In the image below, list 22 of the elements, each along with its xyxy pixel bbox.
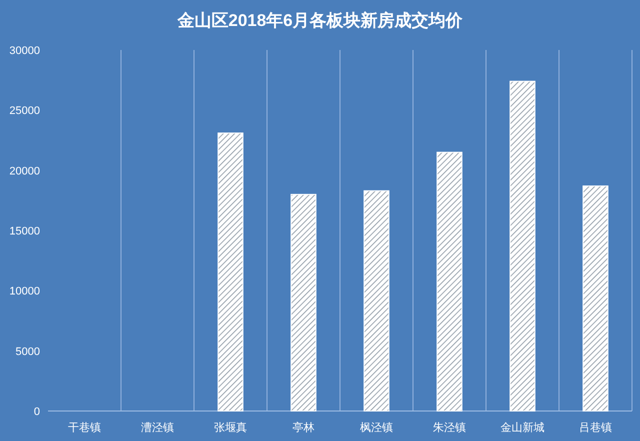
bar [290, 194, 316, 412]
x-tick-label: 张堰真 [214, 421, 247, 434]
x-tick-label: 朱泾镇 [433, 421, 466, 434]
x-tick-label: 漕泾镇 [141, 421, 174, 434]
y-tick-label: 10000 [9, 286, 40, 298]
x-tick-label: 金山新城 [500, 421, 544, 434]
bar [364, 190, 390, 412]
y-tick-label: 20000 [9, 165, 40, 178]
y-tick-label: 15000 [9, 226, 40, 238]
y-tick-label: 30000 [9, 45, 40, 57]
x-tick-label: 干巷镇 [68, 421, 101, 434]
x-tick-label: 亭林 [292, 421, 314, 434]
bar [510, 80, 536, 412]
bar [436, 152, 462, 412]
y-tick-label: 25000 [9, 105, 40, 118]
y-tick-label: 5000 [16, 346, 40, 358]
chart-title: 金山区2018年6月各板块新房成交均价 [176, 11, 464, 30]
x-tick-label: 吕巷镇 [579, 421, 612, 434]
x-tick-label: 枫泾镇 [360, 422, 393, 434]
bar [218, 132, 244, 412]
bar [582, 185, 608, 412]
y-tick-label: 0 [34, 406, 40, 418]
